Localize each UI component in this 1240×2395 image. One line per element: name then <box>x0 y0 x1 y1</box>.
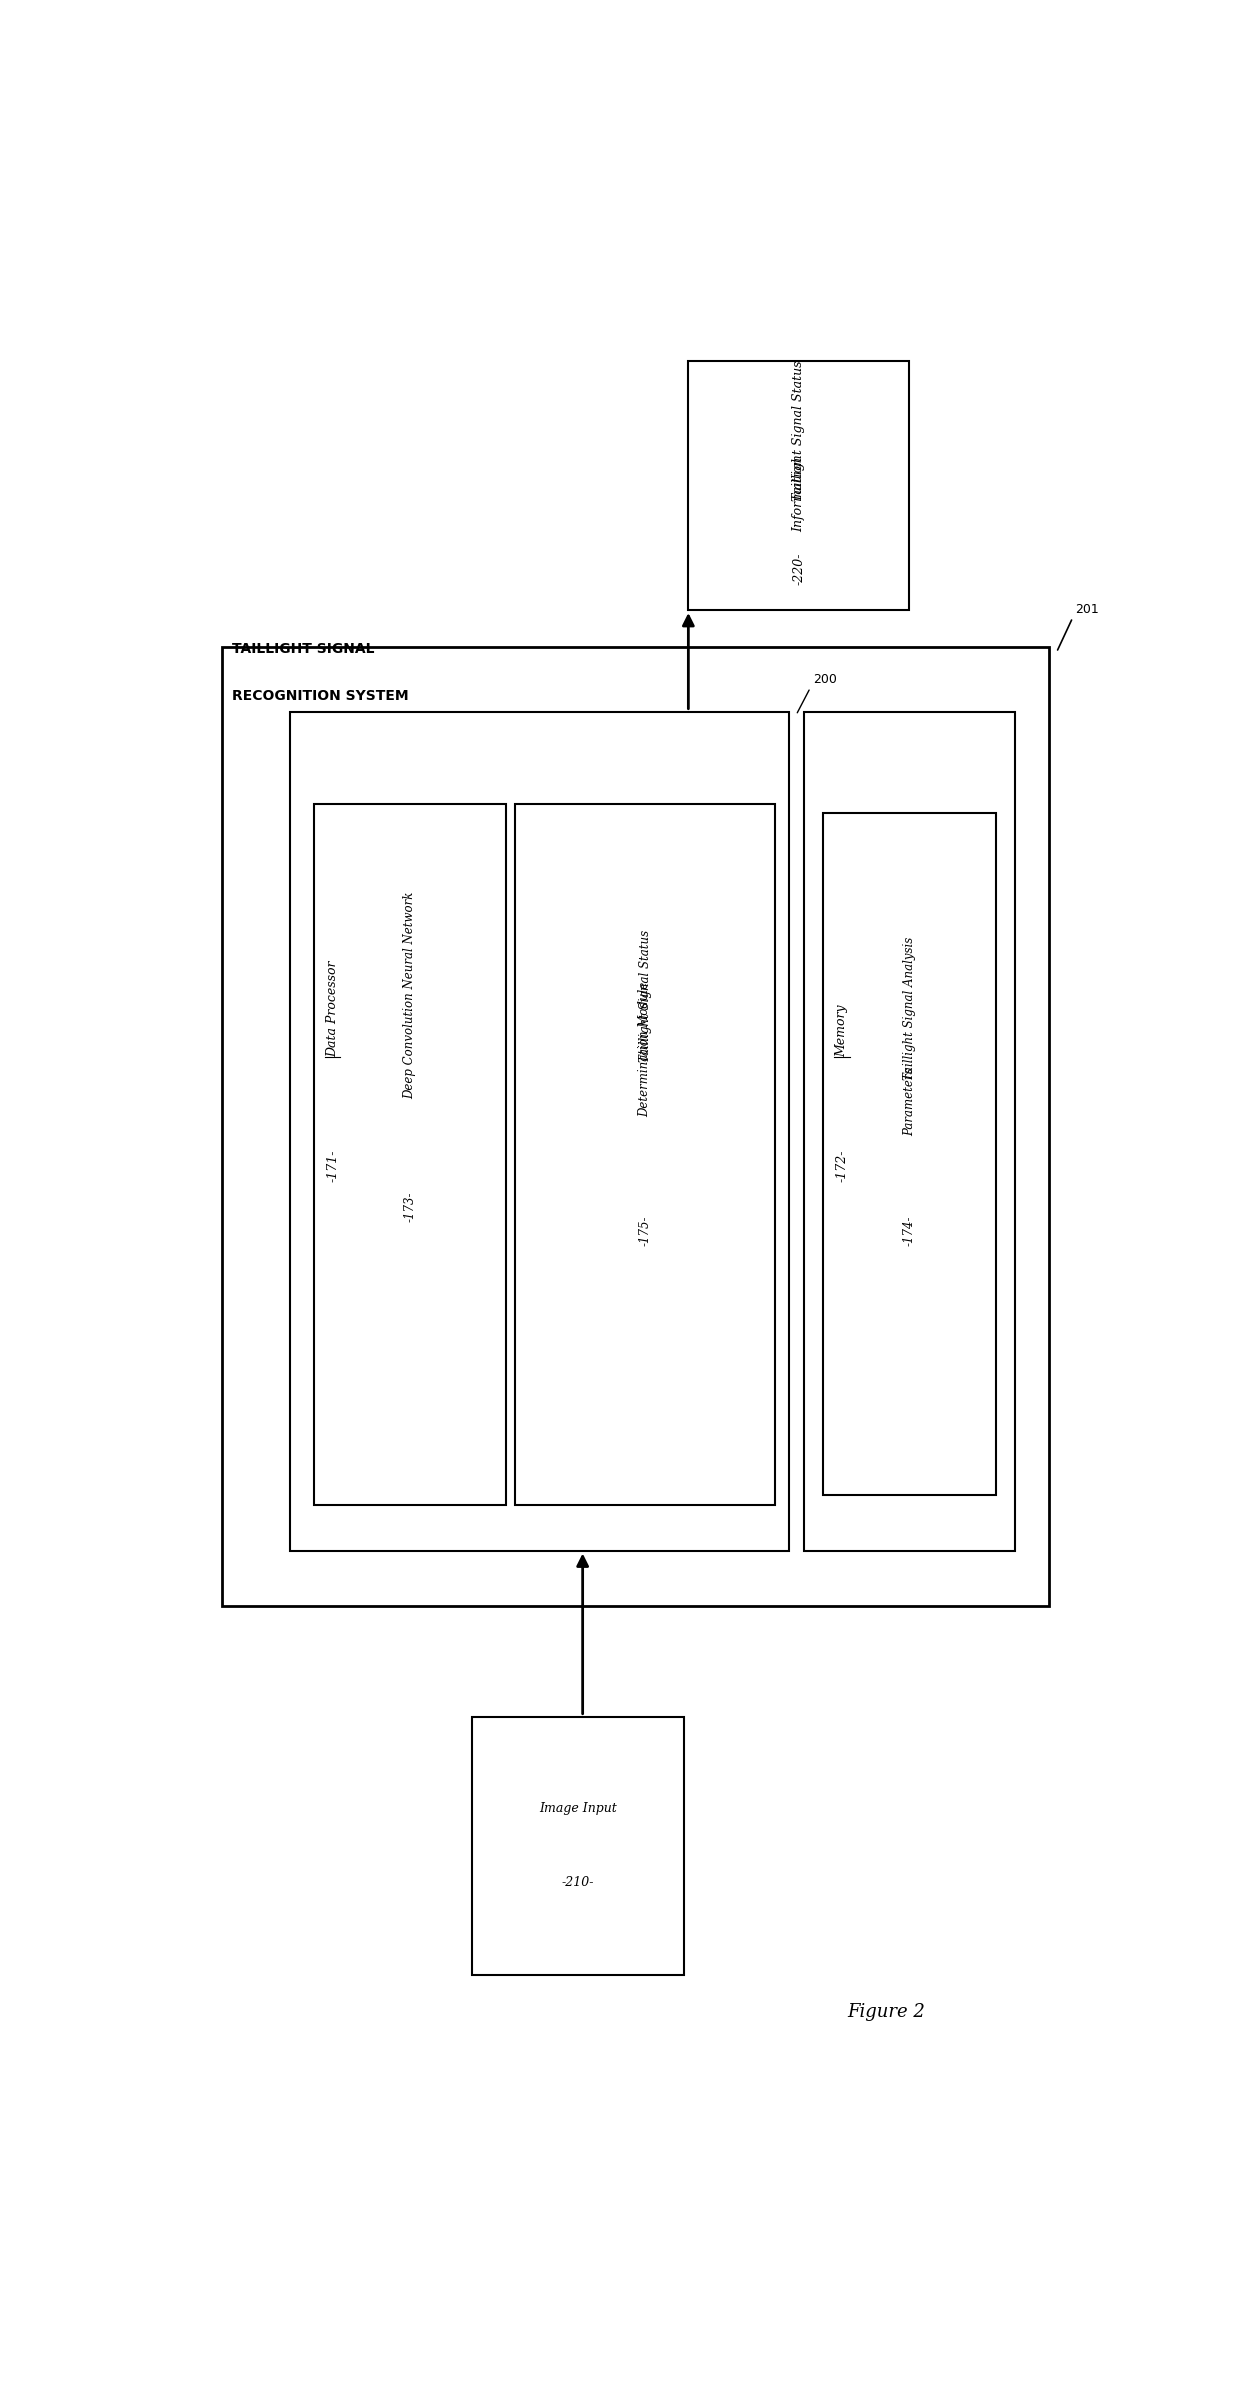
Text: -172-: -172- <box>836 1150 848 1183</box>
Text: Information: Information <box>792 457 805 532</box>
Text: TAILLIGHT SIGNAL: TAILLIGHT SIGNAL <box>232 642 374 656</box>
Text: -220-: -220- <box>792 553 805 584</box>
Text: Taillight Signal Status: Taillight Signal Status <box>792 359 805 501</box>
Bar <box>823 812 996 1494</box>
Text: -174-: -174- <box>903 1217 916 1245</box>
Text: Figure 2: Figure 2 <box>847 2002 925 2021</box>
Text: -210-: -210- <box>562 1875 594 1890</box>
Text: Memory: Memory <box>836 1006 848 1056</box>
Bar <box>804 711 1016 1550</box>
Text: -173-: -173- <box>403 1190 417 1221</box>
Text: RECOGNITION SYSTEM: RECOGNITION SYSTEM <box>232 690 408 704</box>
Bar <box>688 362 909 611</box>
Text: Parameters: Parameters <box>903 1068 916 1135</box>
Text: Taillight Signal Analysis: Taillight Signal Analysis <box>903 936 916 1080</box>
Bar <box>314 805 506 1504</box>
Text: Deep Convolution Neural Network: Deep Convolution Neural Network <box>403 891 417 1099</box>
Bar <box>472 1717 683 1976</box>
Bar <box>222 647 1049 1607</box>
Text: Data Processor: Data Processor <box>326 960 340 1056</box>
Text: Determination Module: Determination Module <box>639 982 651 1116</box>
Text: Image Input: Image Input <box>539 1803 616 1815</box>
Text: -175-: -175- <box>639 1217 651 1245</box>
Text: 201: 201 <box>1075 604 1099 616</box>
Bar <box>290 711 789 1550</box>
Bar <box>516 805 775 1504</box>
Text: 200: 200 <box>813 673 837 685</box>
Text: Taillight Signal Status: Taillight Signal Status <box>639 929 651 1061</box>
Text: -171-: -171- <box>326 1150 340 1183</box>
